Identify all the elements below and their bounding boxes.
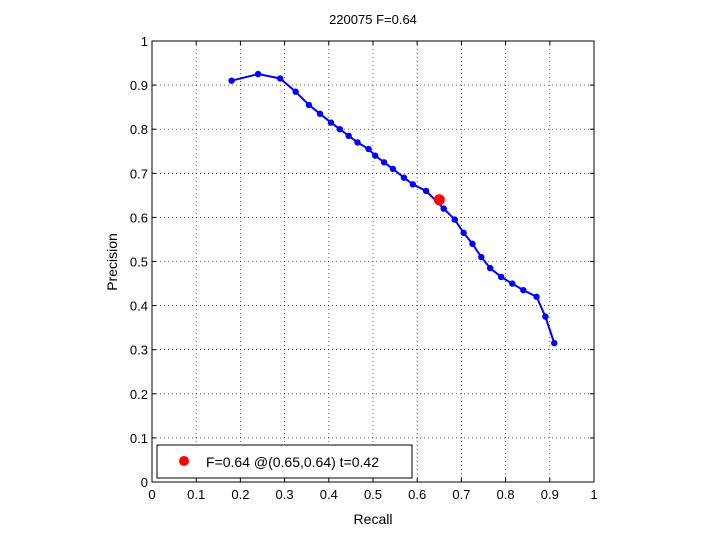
data-point	[292, 88, 299, 95]
data-point	[305, 101, 313, 109]
legend-box	[156, 444, 413, 479]
y-tick-label: 0.1	[130, 431, 148, 446]
series-group	[228, 70, 558, 347]
y-tick-label: 0.5	[130, 255, 148, 270]
data-point	[440, 205, 447, 212]
data-point	[316, 110, 324, 117]
data-point	[460, 229, 467, 237]
data-point	[380, 159, 388, 166]
x-tick-label: 0.3	[276, 487, 294, 502]
data-point	[228, 77, 235, 84]
best-f-point	[433, 194, 445, 206]
data-point	[336, 126, 344, 133]
x-tick-label: 0.6	[408, 487, 426, 502]
data-point	[372, 152, 379, 159]
legend: F=0.64 @(0.65,0.64) t=0.42	[156, 444, 413, 479]
data-point	[497, 273, 505, 281]
data-point	[422, 187, 430, 195]
y-tick-label: 0.2	[130, 387, 148, 402]
data-point	[354, 139, 361, 146]
x-tick-label: 0.8	[497, 487, 515, 502]
data-point	[533, 293, 540, 300]
data-point	[345, 132, 352, 140]
x-tick-label: 0.9	[541, 487, 559, 502]
y-tick-label: 0	[141, 475, 148, 490]
y-tick-labels: 0 0.1 0.2 0.3 0.4 0.5 0.6 0.7 0.8 0.9 1	[130, 34, 148, 490]
x-tick-label: 0.7	[452, 487, 470, 502]
data-point	[486, 264, 494, 272]
y-tick-label: 0.6	[130, 210, 148, 225]
y-tick-label: 0.4	[130, 299, 148, 314]
x-tick-label: 0.4	[320, 487, 338, 502]
data-point	[389, 165, 397, 173]
data-point	[327, 119, 335, 126]
y-tick-label: 0.8	[130, 122, 148, 137]
legend-marker	[179, 456, 189, 466]
chart-title: 220075 F=0.64	[329, 12, 417, 27]
x-tick-labels: 0 0.1 0.2 0.3 0.4 0.5 0.6 0.7 0.8 0.9 1	[148, 487, 597, 502]
data-point	[469, 240, 476, 248]
y-axis-label: Precision	[104, 233, 120, 291]
data-point	[509, 280, 516, 287]
legend-label: F=0.64 @(0.65,0.64) t=0.42	[206, 454, 379, 470]
data-point	[520, 286, 527, 294]
y-tick-label: 0.7	[130, 166, 148, 181]
x-tick-label: 0	[148, 487, 155, 502]
x-tick-label: 1	[590, 487, 597, 502]
axis-ticks	[151, 40, 595, 483]
data-point	[365, 145, 372, 153]
x-tick-label: 0.5	[364, 487, 382, 502]
data-point	[409, 181, 416, 188]
y-tick-label: 1	[141, 34, 148, 49]
y-tick-label: 0.9	[130, 78, 148, 93]
x-axis-label: Recall	[354, 511, 393, 527]
data-point	[551, 339, 558, 347]
y-tick-label: 0.3	[130, 343, 148, 358]
data-point	[400, 174, 408, 181]
data-point	[542, 313, 549, 320]
data-point	[451, 216, 458, 223]
x-tick-label: 0.2	[231, 487, 249, 502]
data-point	[478, 253, 485, 261]
data-point	[276, 75, 284, 82]
grid-lines	[152, 41, 594, 482]
data-point	[254, 70, 262, 78]
best-point-group	[433, 194, 445, 206]
series-line	[231, 73, 556, 344]
x-tick-label: 0.1	[187, 487, 205, 502]
